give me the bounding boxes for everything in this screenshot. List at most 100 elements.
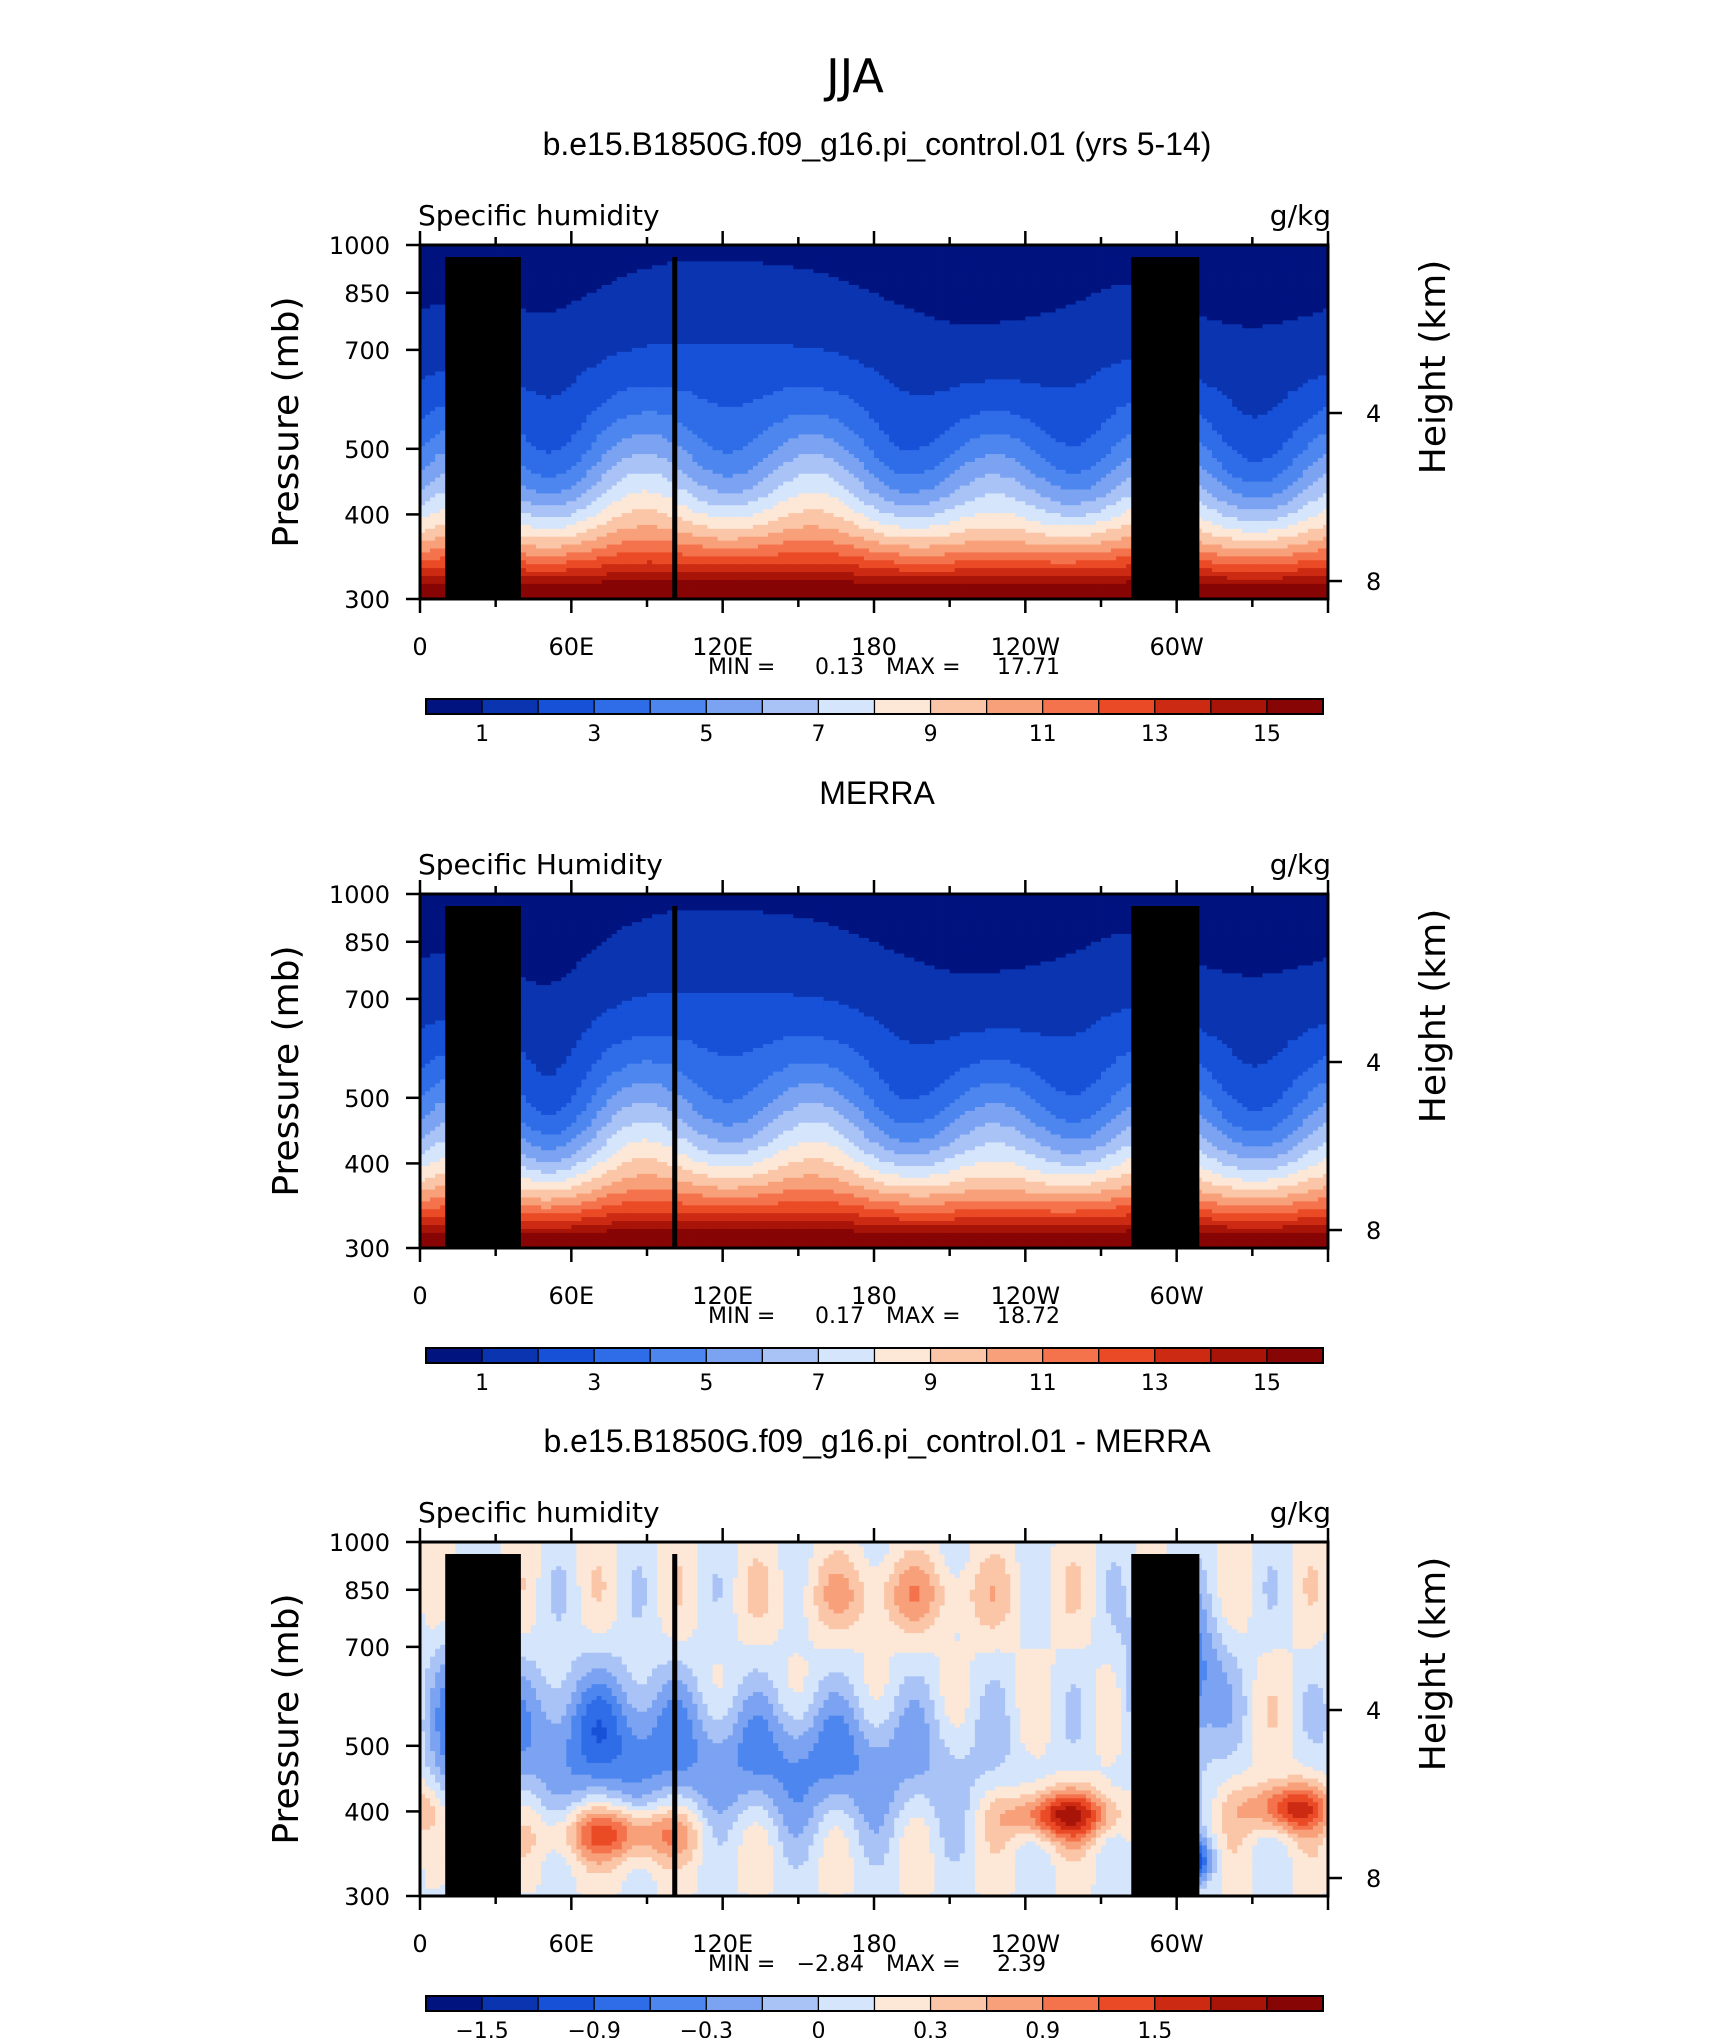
- colorbar-label: 5: [699, 722, 713, 747]
- colorbar-label: 7: [811, 722, 825, 747]
- colorbar-swatch: [875, 699, 931, 714]
- y2-axis-title: Height (km): [1413, 909, 1454, 1123]
- y-tick-label: 300: [344, 1883, 390, 1911]
- colorbar-swatch: [762, 699, 818, 714]
- colorbar-swatch: [706, 1996, 762, 2011]
- colorbar-swatch: [931, 699, 987, 714]
- colorbar-swatch: [1211, 1348, 1267, 1363]
- colorbar-swatch: [706, 1348, 762, 1363]
- colorbar-label: 11: [1029, 1371, 1057, 1396]
- x-tick-label: 0: [412, 1282, 427, 1310]
- colorbar-swatch: [818, 1348, 874, 1363]
- colorbar-label: 5: [699, 1371, 713, 1396]
- colorbar-swatch: [426, 1348, 482, 1363]
- colorbar-label: 0.9: [1025, 2019, 1060, 2038]
- y2-tick-label: 8: [1366, 1865, 1381, 1893]
- colorbar-swatch: [594, 1996, 650, 2011]
- colorbar-swatch: [1211, 699, 1267, 714]
- x-tick-label: 60E: [548, 1930, 594, 1958]
- stat-min-value: 0.13: [815, 655, 864, 680]
- colorbar-label: 3: [587, 722, 601, 747]
- colorbar-swatch: [538, 699, 594, 714]
- colorbar-swatch: [1155, 1996, 1211, 2011]
- y2-axis-title: Height (km): [1413, 1557, 1454, 1771]
- x-tick-label: 60E: [548, 633, 594, 661]
- y-tick-label: 500: [344, 1733, 390, 1761]
- y-axis-title: Pressure (mb): [266, 296, 307, 547]
- colorbar-swatch: [650, 699, 706, 714]
- y-tick-label: 700: [344, 986, 390, 1014]
- stat-max-value: 17.71: [997, 655, 1060, 680]
- colorbar-swatch: [1267, 699, 1323, 714]
- y-tick-label: 400: [344, 1798, 390, 1826]
- colorbar-label: −0.9: [567, 2019, 620, 2038]
- colorbar-label: 13: [1141, 722, 1169, 747]
- stat-min-value: −2.84: [797, 1952, 864, 1977]
- x-tick-label: 60E: [548, 1282, 594, 1310]
- colorbar-swatch: [1211, 1996, 1267, 2011]
- y-tick-label: 500: [344, 1085, 390, 1113]
- colorbar-swatch: [987, 1996, 1043, 2011]
- y-tick-label: 300: [344, 586, 390, 614]
- colorbar: 1 3 5 7 9 11 13 15: [426, 699, 1323, 747]
- colorbar-label: 1.5: [1137, 2019, 1172, 2038]
- colorbar-swatch: [762, 1348, 818, 1363]
- stat-max-label: MAX =: [886, 1304, 961, 1329]
- panel-title: b.e15.B1850G.f09_g16.pi_control.01 - MER…: [543, 1423, 1211, 1459]
- colorbar-swatch: [987, 699, 1043, 714]
- colorbar-swatch: [650, 1348, 706, 1363]
- colorbar-label: 1: [475, 722, 489, 747]
- colorbar-swatch: [594, 1348, 650, 1363]
- stat-max-value: 2.39: [997, 1952, 1046, 1977]
- units-label: g/kg: [1270, 199, 1331, 232]
- stat-max-value: 18.72: [997, 1304, 1060, 1329]
- colorbar-label: 9: [924, 1371, 938, 1396]
- x-tick-label: 0: [412, 1930, 427, 1958]
- colorbar-label: −0.3: [680, 2019, 733, 2038]
- colorbar-label: 3: [587, 1371, 601, 1396]
- y2-tick-label: 8: [1366, 1217, 1381, 1245]
- colorbar-label: 15: [1253, 1371, 1281, 1396]
- y-tick-label: 1000: [329, 232, 390, 260]
- colorbar-swatch: [426, 699, 482, 714]
- x-tick-label: 60W: [1150, 1930, 1204, 1958]
- colorbar-label: 0: [811, 2019, 825, 2038]
- y2-tick-label: 4: [1366, 1697, 1381, 1725]
- colorbar-swatch: [1267, 1348, 1323, 1363]
- colorbar-swatch: [818, 1996, 874, 2011]
- colorbar-swatch: [1099, 1996, 1155, 2011]
- stat-min-label: MIN =: [708, 1304, 775, 1329]
- colorbar-swatch: [818, 699, 874, 714]
- colorbar-swatch: [594, 699, 650, 714]
- panel-title: MERRA: [819, 775, 935, 811]
- y-axis-title: Pressure (mb): [266, 1593, 307, 1844]
- y-tick-label: 300: [344, 1235, 390, 1263]
- y-tick-label: 850: [344, 929, 390, 957]
- colorbar-swatch: [482, 699, 538, 714]
- colorbar-swatch: [762, 1996, 818, 2011]
- units-label: g/kg: [1270, 848, 1331, 881]
- variable-label: Specific Humidity: [418, 848, 663, 881]
- colorbar-swatch: [931, 1996, 987, 2011]
- colorbar-swatch: [1043, 699, 1099, 714]
- stat-max-label: MAX =: [886, 655, 961, 680]
- colorbar-swatch: [931, 1348, 987, 1363]
- colorbar-swatch: [650, 1996, 706, 2011]
- colorbar-label: 1: [475, 1371, 489, 1396]
- y-tick-label: 850: [344, 1577, 390, 1605]
- colorbar-swatch: [426, 1996, 482, 2011]
- units-label: g/kg: [1270, 1496, 1331, 1529]
- y-tick-label: 400: [344, 501, 390, 529]
- y-tick-label: 700: [344, 1634, 390, 1662]
- y2-tick-label: 8: [1366, 568, 1381, 596]
- colorbar: −1.5 −0.9 −0.3 0 0.3 0.9 1.5: [426, 1996, 1323, 2038]
- y2-tick-label: 4: [1366, 1049, 1381, 1077]
- y2-tick-label: 4: [1366, 400, 1381, 428]
- colorbar-label: 15: [1253, 722, 1281, 747]
- y-tick-label: 400: [344, 1150, 390, 1178]
- chart-panel-3: b.e15.B1850G.f09_g16.pi_control.01 - MER…: [266, 1423, 1454, 2038]
- stat-min-label: MIN =: [708, 655, 775, 680]
- colorbar: 1 3 5 7 9 11 13 15: [426, 1348, 1323, 1396]
- variable-label: Specific humidity: [418, 1496, 660, 1529]
